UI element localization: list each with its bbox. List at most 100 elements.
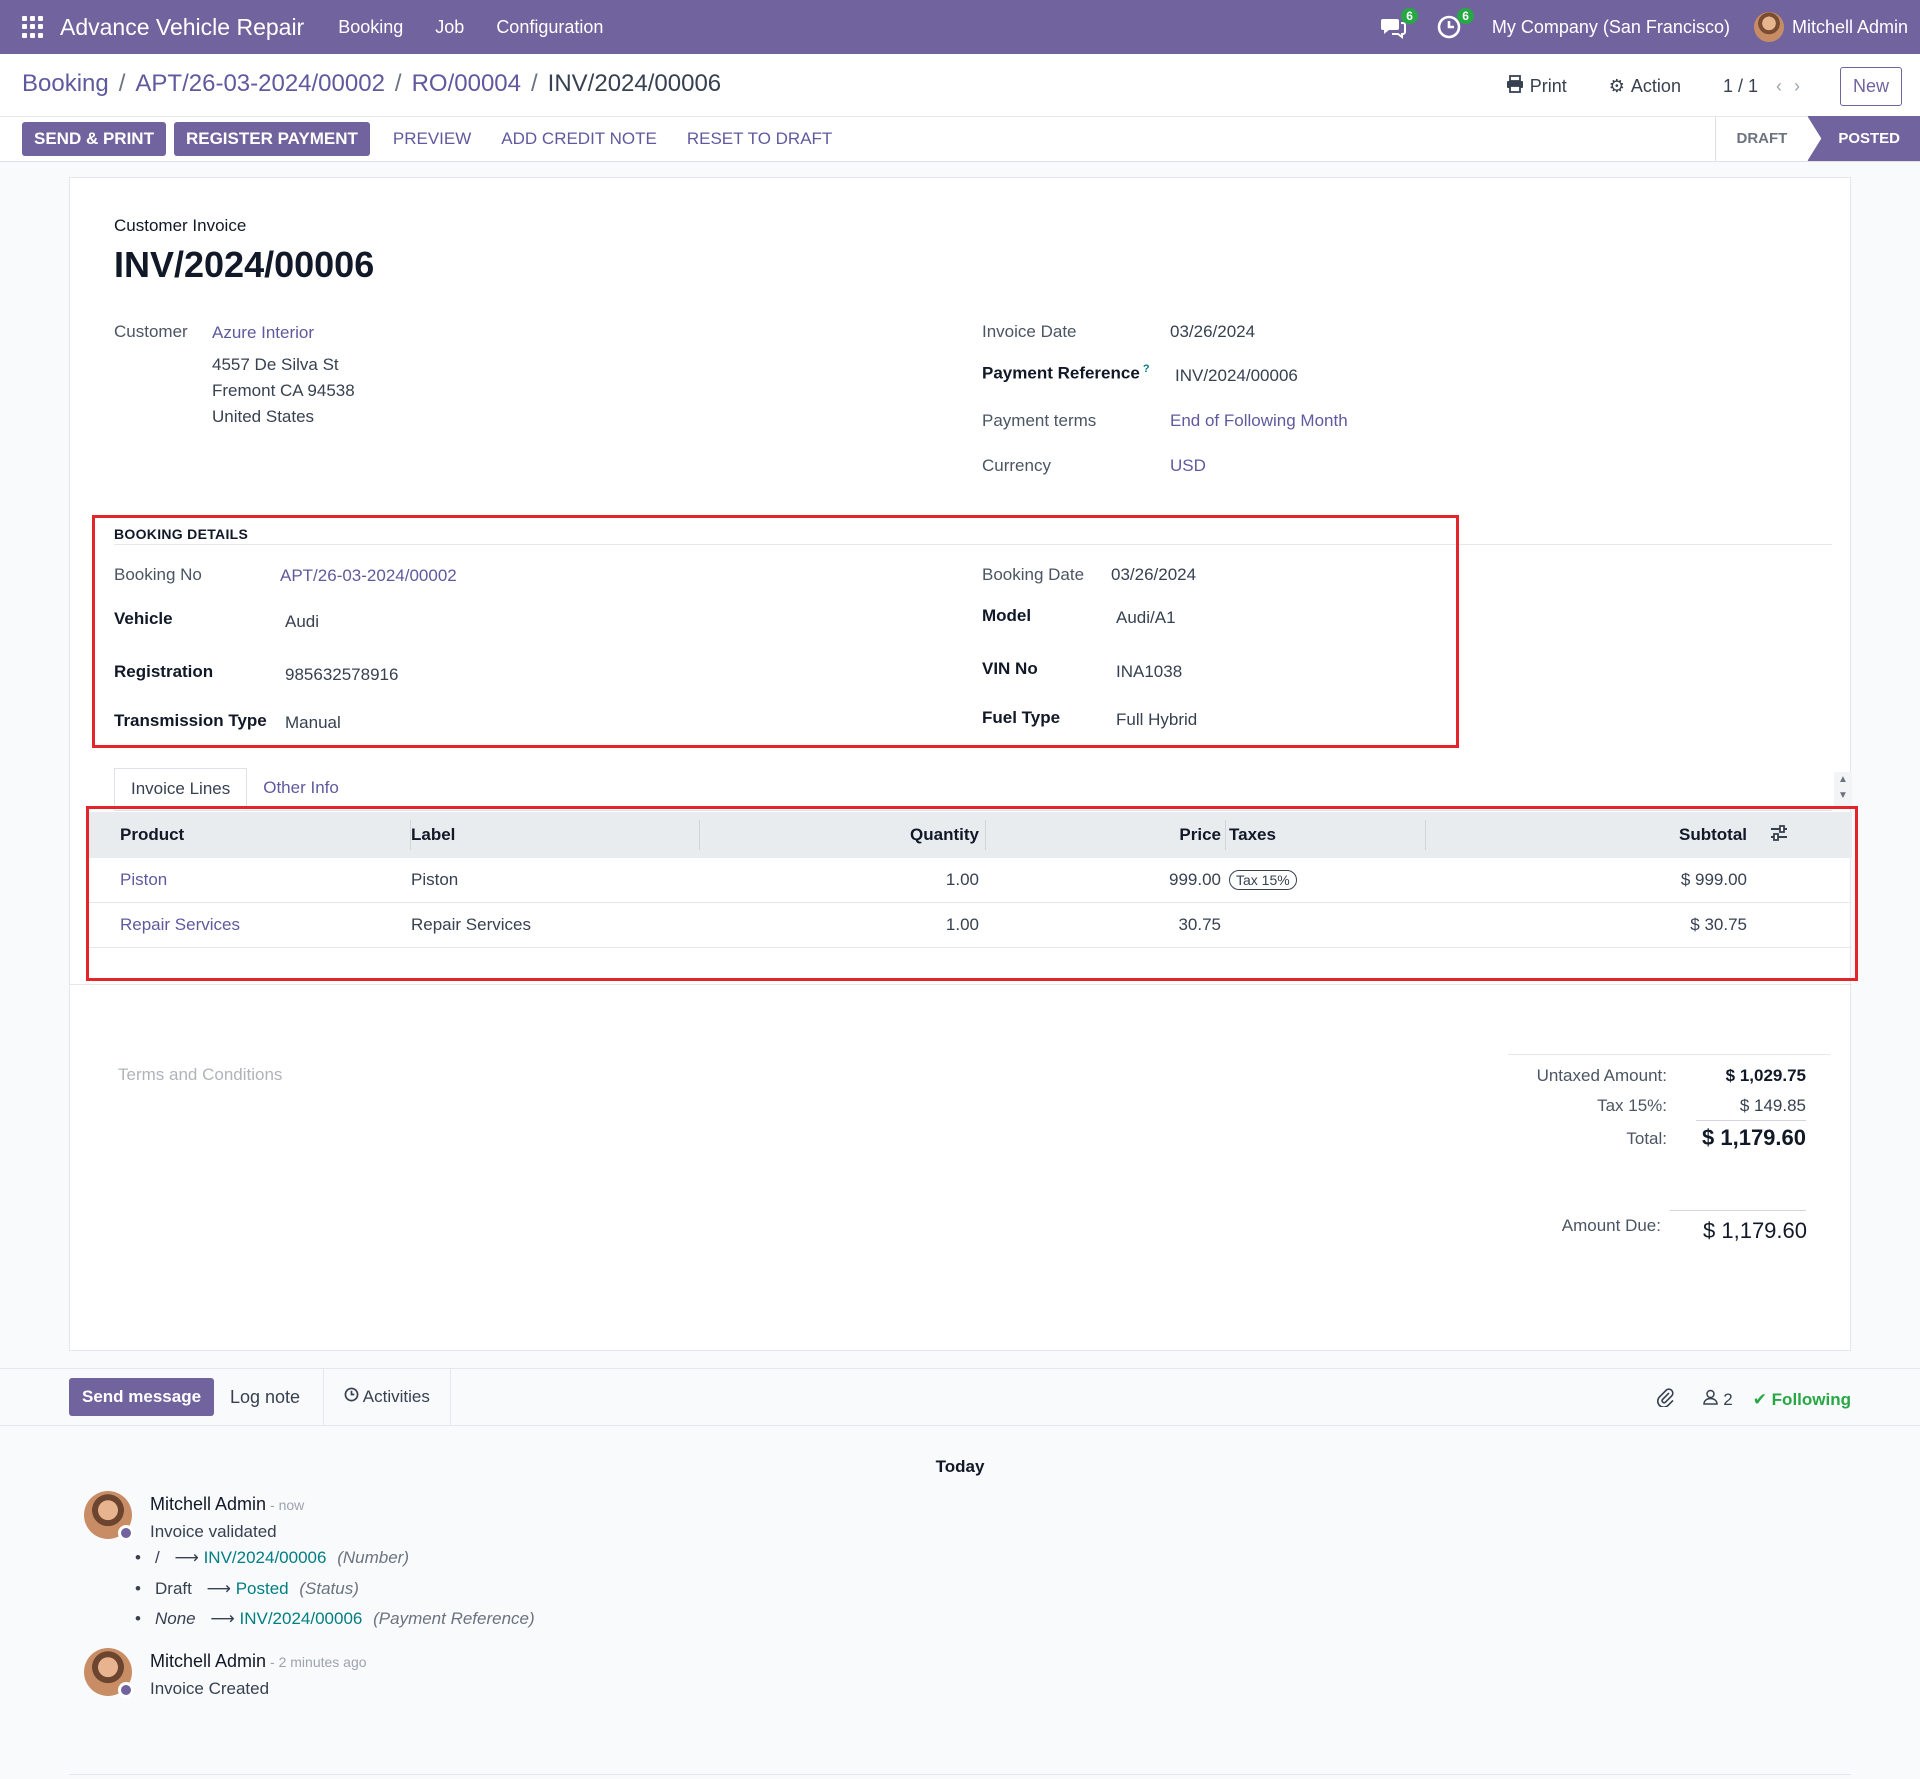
help-tooltip-icon[interactable]: ? <box>1142 363 1150 375</box>
fuel-type-label: Fuel Type <box>982 708 1061 727</box>
scroll-up-icon[interactable]: ▲ <box>1838 774 1848 785</box>
row-product[interactable]: Piston <box>120 870 168 889</box>
user-avatar[interactable] <box>1753 12 1784 42</box>
breadcrumb-current: INV/2024/00006 <box>547 70 722 97</box>
followers-button[interactable]: 2 <box>1703 1389 1733 1410</box>
untaxed-value: $ 1,029.75 <box>1725 1066 1806 1085</box>
table-row[interactable]: Piston Piston 1.00 999.00 Tax 15% $ 999.… <box>87 858 1852 903</box>
fuel-type-value[interactable]: Full Hybrid <box>1116 710 1198 729</box>
tax-value: $ 149.85 <box>1739 1096 1806 1115</box>
print-button[interactable]: Print <box>1506 74 1567 98</box>
booking-no-link[interactable]: APT/26-03-2024/00002 <box>280 566 457 585</box>
booking-date-label: Booking Date <box>982 565 1085 584</box>
transmission-value[interactable]: Manual <box>285 713 341 732</box>
row-quantity[interactable]: 1.00 <box>945 915 979 934</box>
chevron-left-icon[interactable]: ‹ <box>1775 75 1794 96</box>
vehicle-label: Vehicle <box>114 609 173 628</box>
clock-icon <box>344 1387 363 1406</box>
customer-address: 4557 De Silva St Fremont CA 94538 United… <box>212 355 355 426</box>
tax-badge[interactable]: Tax 15% <box>1229 870 1297 890</box>
activities-clock-icon[interactable]: 6 <box>1436 8 1474 40</box>
add-credit-note-button[interactable]: ADD CREDIT NOTE <box>501 129 657 148</box>
header-subtotal[interactable]: Subtotal <box>1679 825 1747 844</box>
model-value[interactable]: Audi/A1 <box>1116 608 1176 627</box>
row-label[interactable]: Repair Services <box>411 915 531 934</box>
breadcrumb-booking[interactable]: Booking <box>22 70 109 97</box>
row-subtotal: $ 999.00 <box>1680 870 1747 889</box>
total-value: $ 1,179.60 <box>1702 1125 1806 1150</box>
currency-label: Currency <box>982 456 1051 475</box>
header-product[interactable]: Product <box>120 825 185 844</box>
row-label[interactable]: Piston <box>411 870 459 889</box>
row-product[interactable]: Repair Services <box>120 915 240 934</box>
message-avatar[interactable] <box>84 1491 134 1541</box>
chevron-right-icon[interactable]: › <box>1793 75 1812 96</box>
paperclip-icon[interactable] <box>1655 1387 1675 1412</box>
menu-configuration[interactable]: Configuration <box>496 16 604 37</box>
payment-reference-value[interactable]: INV/2024/00006 <box>1175 366 1298 385</box>
gear-icon: ⚙ <box>1608 75 1625 96</box>
registration-value[interactable]: 985632578916 <box>285 665 399 684</box>
company-switcher[interactable]: My Company (San Francisco) <box>1491 16 1730 37</box>
log-note-button[interactable]: Log note <box>230 1387 301 1407</box>
invoice-number: INV/2024/00006 <box>114 244 375 285</box>
row-price[interactable]: 999.00 <box>1169 870 1221 889</box>
notebook-tabs: Invoice Lines Other Info <box>114 768 355 810</box>
status-draft[interactable]: DRAFT <box>1715 116 1807 161</box>
main-menu: Booking Job Configuration <box>322 17 619 38</box>
optional-columns-icon[interactable] <box>1769 823 1789 848</box>
following-button[interactable]: ✔ Following <box>1752 1389 1851 1409</box>
vin-label: VIN No <box>982 659 1038 678</box>
vehicle-value[interactable]: Audi <box>285 612 320 631</box>
header-taxes[interactable]: Taxes <box>1229 825 1276 844</box>
top-navbar: Advance Vehicle Repair Booking Job Confi… <box>0 0 1920 54</box>
user-menu[interactable]: Mitchell Admin <box>1791 16 1908 37</box>
header-quantity[interactable]: Quantity <box>910 825 979 844</box>
messages-icon[interactable]: 6 <box>1380 8 1418 40</box>
header-price[interactable]: Price <box>1179 825 1221 844</box>
row-quantity[interactable]: 1.00 <box>945 870 979 889</box>
preview-button[interactable]: PREVIEW <box>392 129 472 148</box>
pager-value[interactable]: 1 / 1 <box>1722 75 1758 96</box>
reset-to-draft-button[interactable]: RESET TO DRAFT <box>686 129 833 148</box>
activities-button[interactable]: Activities <box>323 1369 451 1426</box>
pager-arrows[interactable]: ‹› <box>1776 76 1812 97</box>
message-body: Invoice validated <box>150 1522 277 1541</box>
new-button[interactable]: New <box>1839 66 1902 106</box>
app-name[interactable]: Advance Vehicle Repair <box>60 13 305 40</box>
currency-link[interactable]: USD <box>1170 456 1206 475</box>
scroll-arrows[interactable]: ▲ ▼ <box>1834 772 1852 808</box>
breadcrumb-repair-order[interactable]: RO/00004 <box>411 70 521 97</box>
message-time: - 2 minutes ago <box>270 1654 367 1670</box>
tab-other-info[interactable]: Other Info <box>263 778 339 797</box>
status-posted[interactable]: POSTED <box>1807 116 1920 161</box>
booking-date-value[interactable]: 03/26/2024 <box>1111 565 1197 584</box>
register-payment-button[interactable]: REGISTER PAYMENT <box>173 122 370 156</box>
terms-conditions-field[interactable]: Terms and Conditions <box>118 1065 283 1084</box>
menu-booking[interactable]: Booking <box>338 16 404 37</box>
menu-job[interactable]: Job <box>435 16 465 37</box>
row-price[interactable]: 30.75 <box>1178 915 1221 934</box>
invoice-date-value[interactable]: 03/26/2024 <box>1170 322 1256 341</box>
row-subtotal: $ 30.75 <box>1690 915 1747 934</box>
payment-terms-link[interactable]: End of Following Month <box>1170 411 1348 430</box>
chatter-toolbar: Send message Log note Activities 2 ✔ Fol… <box>0 1368 1920 1426</box>
form-sheet: Customer Invoice INV/2024/00006 Customer… <box>69 177 1852 1351</box>
tab-invoice-lines[interactable]: Invoice Lines <box>114 768 248 810</box>
booking-no-label: Booking No <box>114 565 202 584</box>
breadcrumb-appointment[interactable]: APT/26-03-2024/00002 <box>135 70 385 97</box>
action-button[interactable]: ⚙ Action <box>1608 75 1681 96</box>
arrow-right-icon: ⟶ <box>210 1609 235 1628</box>
customer-label: Customer <box>114 322 188 341</box>
message-avatar[interactable] <box>84 1648 134 1698</box>
send-print-button[interactable]: SEND & PRINT <box>22 122 166 156</box>
scroll-down-icon[interactable]: ▼ <box>1838 790 1848 801</box>
send-message-button[interactable]: Send message <box>69 1378 215 1416</box>
invoice-lines-table: Product Label Quantity Price Taxes Subto… <box>87 812 1852 948</box>
vin-value[interactable]: INA1038 <box>1116 662 1183 681</box>
header-label[interactable]: Label <box>411 825 456 844</box>
booking-details-title: BOOKING DETAILS <box>114 526 249 542</box>
apps-menu-icon[interactable] <box>22 16 44 38</box>
customer-link[interactable]: Azure Interior <box>212 323 315 342</box>
table-row[interactable]: Repair Services Repair Services 1.00 30.… <box>87 903 1852 948</box>
